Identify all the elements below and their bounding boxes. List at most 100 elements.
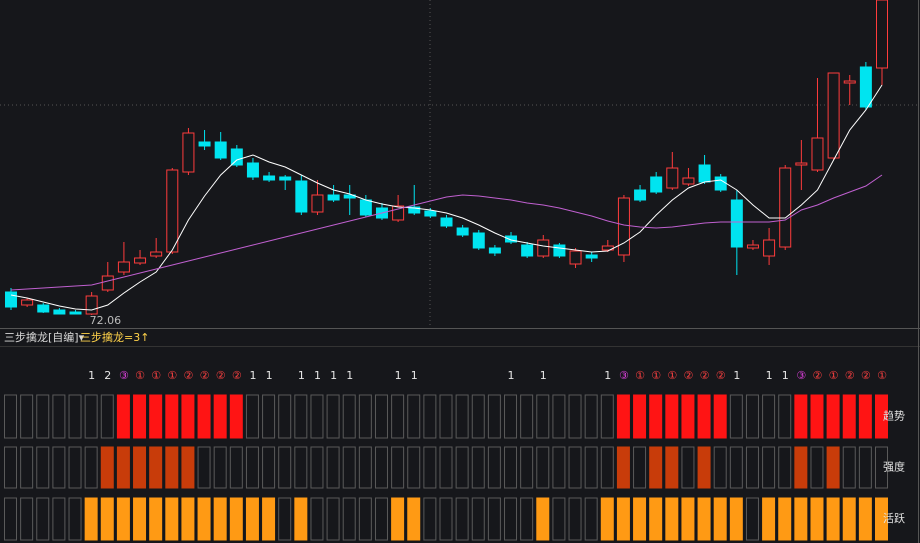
indicator-cell — [794, 446, 808, 489]
indicator-cell — [326, 497, 340, 541]
signal-label: ② — [232, 369, 242, 382]
indicator-cell — [310, 394, 324, 439]
indicator-cell — [471, 497, 485, 541]
indicator-cell — [52, 394, 66, 439]
indicator-cell — [133, 497, 147, 541]
candle-body — [295, 180, 308, 213]
candle-body — [134, 257, 147, 264]
candle-body — [553, 244, 566, 257]
indicator-cell — [455, 446, 469, 489]
signal-label: ③ — [619, 369, 629, 382]
indicator-cell — [471, 446, 485, 489]
indicator-cell — [100, 446, 114, 489]
indicator-cell — [197, 497, 211, 541]
indicator-cell — [616, 497, 630, 541]
indicator-cell — [52, 446, 66, 489]
indicator-cell — [374, 446, 388, 489]
indicator-cell — [20, 497, 34, 541]
indicator-cell — [391, 446, 405, 489]
indicator-cell — [100, 497, 114, 541]
signal-label: ③ — [796, 369, 806, 382]
indicator-cell — [358, 446, 372, 489]
signal-label: ② — [684, 369, 694, 382]
candle-body — [198, 141, 211, 147]
candle-body — [327, 194, 340, 201]
indicator-cell — [358, 497, 372, 541]
indicator-cell — [213, 497, 227, 541]
indicator-cell — [745, 497, 759, 541]
indicator-cell — [165, 446, 179, 489]
candle-body — [246, 162, 259, 178]
candle-body — [21, 299, 34, 306]
indicator-cell — [4, 497, 17, 541]
indicator-cell — [681, 446, 695, 489]
indicator-cell — [294, 497, 308, 541]
indicator-cell — [729, 497, 743, 541]
indicator-cell — [36, 446, 50, 489]
indicator-title[interactable]: 三步擒龙[自编]▾ — [4, 330, 85, 344]
indicator-cell — [455, 497, 469, 541]
indicator-cell — [794, 497, 808, 541]
indicator-cell — [262, 497, 276, 541]
indicator-cell — [616, 446, 630, 489]
indicator-cell — [633, 394, 647, 439]
candle-body — [666, 167, 679, 189]
candle-body — [359, 199, 372, 216]
signal-label: 1 — [346, 369, 353, 382]
candle-body — [69, 311, 82, 315]
candle-body — [634, 189, 647, 201]
indicator-cell — [762, 394, 776, 439]
candle-body — [408, 206, 421, 214]
indicator-cell — [181, 394, 195, 439]
indicator-cell — [358, 394, 372, 439]
candle-body — [472, 232, 485, 249]
candle-body — [166, 169, 179, 253]
indicator-cell — [875, 394, 888, 439]
indicator-cell — [810, 497, 824, 541]
signal-label: 1 — [604, 369, 611, 382]
indicator-cell — [133, 446, 147, 489]
row-label: 强度 — [883, 460, 905, 474]
indicator-cell — [649, 394, 663, 439]
indicator-cell — [487, 446, 501, 489]
indicator-cell — [778, 446, 792, 489]
candle-body — [230, 148, 243, 166]
indicator-cell — [842, 446, 856, 489]
indicator-cell — [84, 497, 98, 541]
indicator-cell — [584, 446, 598, 489]
indicator-cell — [568, 394, 582, 439]
signal-label: ② — [716, 369, 726, 382]
indicator-cell — [100, 394, 114, 439]
indicator-cell — [4, 394, 17, 439]
indicator-cell — [875, 446, 888, 489]
indicator-cell — [391, 394, 405, 439]
indicator-cell — [633, 497, 647, 541]
candle-body — [843, 80, 856, 84]
candle-body — [730, 199, 743, 248]
signal-label: ② — [845, 369, 855, 382]
indicator-cell — [536, 497, 550, 541]
indicator-cell — [423, 497, 437, 541]
indicator-cell — [745, 446, 759, 489]
indicator-cell — [665, 497, 679, 541]
indicator-cell — [423, 394, 437, 439]
indicator-cell — [52, 497, 66, 541]
indicator-cell — [407, 497, 421, 541]
signal-label: 1 — [411, 369, 418, 382]
candle-body — [779, 167, 792, 248]
candle-body — [698, 164, 711, 183]
indicator-cell — [245, 497, 259, 541]
candle-body — [650, 176, 663, 193]
signal-label: ② — [813, 369, 823, 382]
indicator-cell — [552, 497, 566, 541]
candle-body — [859, 66, 872, 108]
indicator-cell — [262, 394, 276, 439]
indicator-cell — [584, 497, 598, 541]
candle-body — [392, 205, 405, 221]
indicator-cell — [858, 446, 872, 489]
indicator-cell — [310, 497, 324, 541]
indicator-cell — [149, 497, 163, 541]
indicator-cell — [729, 446, 743, 489]
indicator-cell — [391, 497, 405, 541]
candle-body — [440, 217, 453, 227]
